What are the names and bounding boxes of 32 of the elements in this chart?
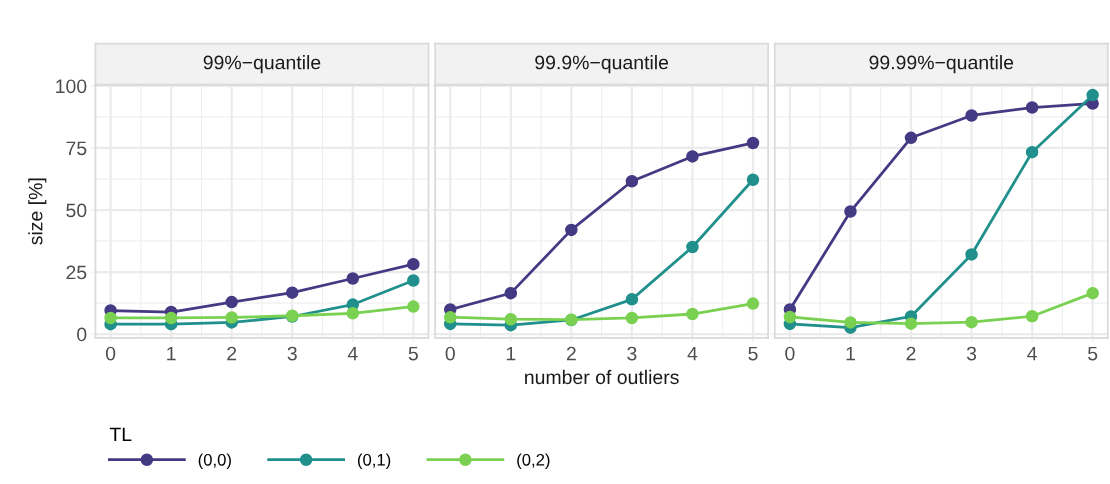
legend-label: (0,1) bbox=[357, 453, 391, 469]
x-tick-label: 5 bbox=[408, 346, 418, 361]
x-tick-label: 4 bbox=[347, 346, 358, 361]
y-tick-label: 25 bbox=[66, 265, 87, 280]
y-tick-label: 0 bbox=[77, 327, 87, 342]
x-tick-label: 3 bbox=[627, 346, 637, 361]
x-tick-label: 0 bbox=[105, 346, 116, 361]
x-tick-label: 3 bbox=[287, 346, 297, 361]
x-tick-label: 4 bbox=[1027, 346, 1037, 361]
legend-label: (0,2) bbox=[517, 453, 550, 469]
legend-title: TL bbox=[109, 427, 132, 442]
x-tick-label: 5 bbox=[748, 346, 758, 361]
x-tick-label: 2 bbox=[566, 346, 576, 361]
y-tick-label: 100 bbox=[56, 79, 87, 94]
x-tick-label: 3 bbox=[966, 346, 977, 361]
chart-title: 99.99%−quantile bbox=[869, 55, 1014, 74]
x-tick-label: 1 bbox=[846, 346, 855, 361]
x-tick-label: 2 bbox=[227, 346, 237, 361]
chart-title: 99%−quantile bbox=[203, 55, 321, 74]
x-tick-label: 1 bbox=[506, 346, 516, 361]
x-tick-label: 2 bbox=[906, 346, 916, 361]
x-tick-label: 0 bbox=[785, 346, 795, 361]
chart-title: 99.9%−quantile bbox=[535, 55, 669, 74]
x-tick-label: 0 bbox=[445, 346, 455, 361]
x-tick-label: 5 bbox=[1088, 346, 1098, 361]
x-axis-title: number of outliers bbox=[525, 369, 679, 385]
y-tick-label: 50 bbox=[66, 203, 87, 218]
y-tick-label: 75 bbox=[66, 141, 87, 156]
legend-label: (0,0) bbox=[198, 453, 231, 469]
x-tick-label: 4 bbox=[687, 346, 698, 361]
x-tick-label: 1 bbox=[167, 346, 176, 361]
y-axis-title: size [%] bbox=[28, 178, 47, 245]
